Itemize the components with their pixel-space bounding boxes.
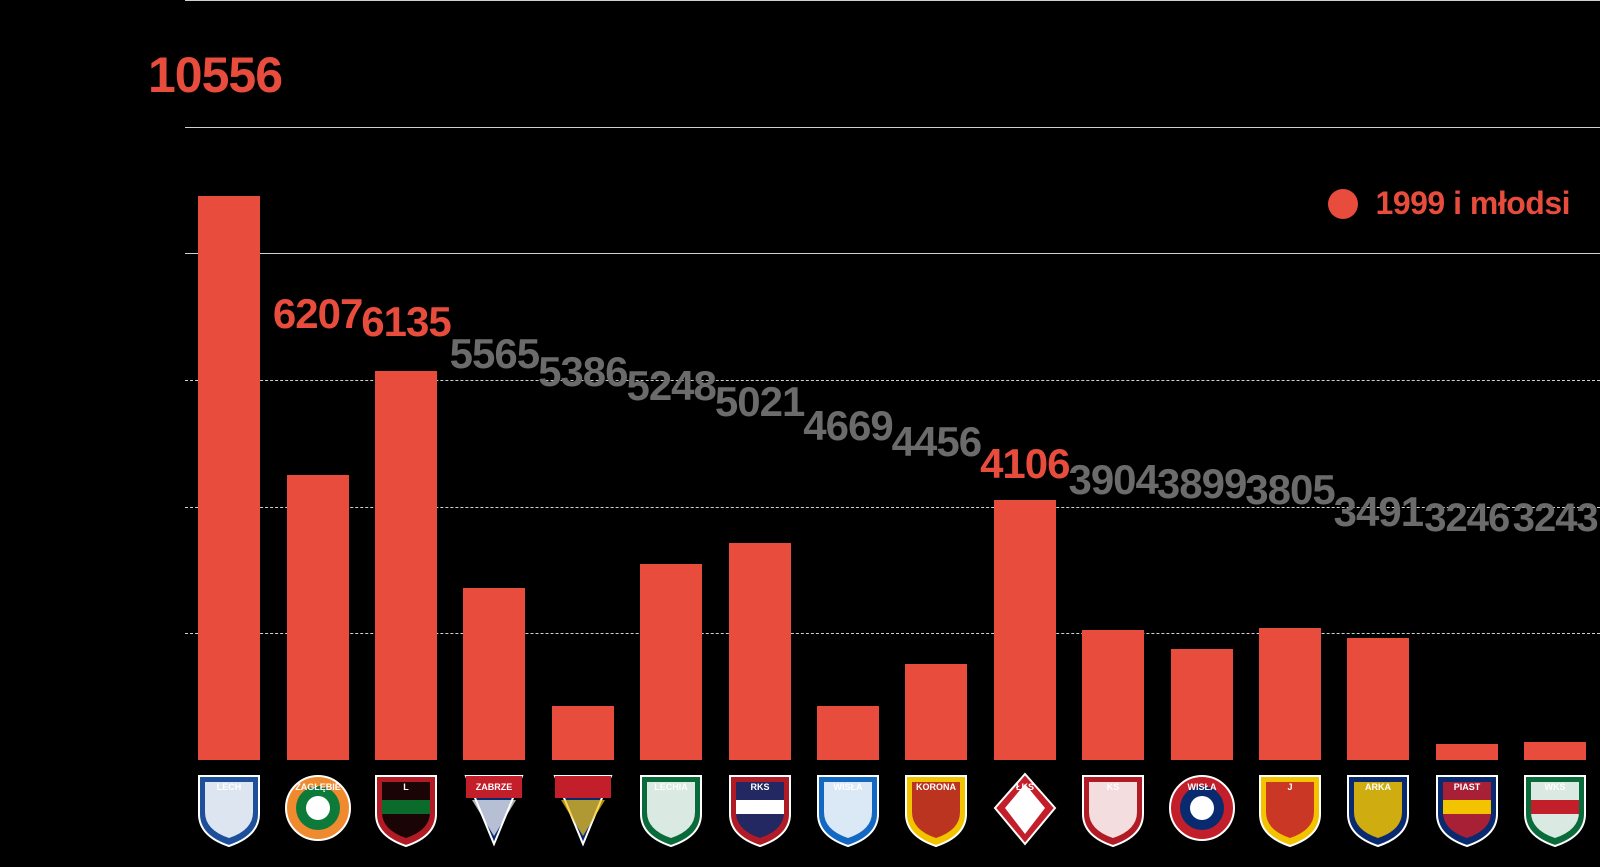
bar-rakow <box>729 543 791 760</box>
value-label: 6135 <box>361 298 450 346</box>
value-label: 5248 <box>626 362 715 410</box>
chart-container: 10556 62076135556553865248502146694456410… <box>0 0 1600 867</box>
team-logo-rakow: RKS <box>726 770 794 848</box>
svg-text:LECHIA: LECHIA <box>654 782 688 792</box>
legend: 1999 i młodsi <box>1328 185 1570 222</box>
gridline <box>185 253 1600 254</box>
legend-label: 1999 i młodsi <box>1376 185 1570 222</box>
bar-piast <box>1436 744 1498 760</box>
svg-text:KS: KS <box>1107 782 1120 792</box>
bar-lech <box>198 196 260 760</box>
bar-legia <box>375 371 437 760</box>
bar-gornik <box>463 588 525 760</box>
team-logo-lechia: LECHIA <box>637 770 705 848</box>
svg-text:KORONA: KORONA <box>916 782 956 792</box>
team-logo-gornik: ZABRZE <box>460 770 528 848</box>
team-logo-wislap: WISŁA <box>814 770 882 848</box>
svg-text:LECH: LECH <box>217 782 242 792</box>
plot-area: 1055662076135556553865248502146694456410… <box>185 0 1600 760</box>
svg-text:WKS: WKS <box>1545 782 1566 792</box>
bar-arka <box>1347 638 1409 760</box>
bar-korona <box>905 664 967 760</box>
value-label: 4106 <box>980 440 1069 488</box>
value-label: 10556 <box>148 46 282 104</box>
svg-text:ZABRZE: ZABRZE <box>476 782 513 792</box>
bar-lks <box>994 500 1056 760</box>
value-label: 5021 <box>715 378 804 426</box>
svg-text:PIAST: PIAST <box>1454 782 1481 792</box>
value-label: 5386 <box>538 348 627 396</box>
bar-pogon <box>552 706 614 760</box>
team-logo-zaglebie: ZAGŁĘBIE <box>284 770 352 848</box>
team-logo-slask: WKS <box>1521 770 1589 848</box>
value-label: 6207 <box>273 290 362 338</box>
value-label: 3904 <box>1068 456 1157 504</box>
value-label: 5565 <box>450 330 539 378</box>
value-label: 3246 <box>1424 496 1509 541</box>
svg-text:WISŁA: WISŁA <box>1187 782 1216 792</box>
svg-text:WISŁA: WISŁA <box>834 782 863 792</box>
bar-cracovia <box>1082 630 1144 760</box>
value-label: 4456 <box>892 418 981 466</box>
svg-text:J: J <box>1287 782 1292 792</box>
bar-wislap <box>817 706 879 760</box>
svg-text:RKS: RKS <box>750 782 769 792</box>
team-logo-lech: LECH <box>195 770 263 848</box>
value-label: 3491 <box>1334 488 1423 536</box>
team-logo-piast: PIAST <box>1433 770 1501 848</box>
value-label: 3899 <box>1157 460 1246 508</box>
bar-lechia <box>640 564 702 760</box>
svg-text:ŁKS: ŁKS <box>1016 782 1034 792</box>
value-label: 4669 <box>803 402 892 450</box>
value-label: 3805 <box>1245 466 1334 514</box>
team-logo-arka: ARKA <box>1344 770 1412 848</box>
team-logo-korona: KORONA <box>902 770 970 848</box>
team-logo-wisla: WISŁA <box>1168 770 1236 848</box>
team-logo-lks: ŁKS <box>991 770 1059 848</box>
value-label: 3243 <box>1513 496 1598 541</box>
bar-wisla <box>1171 649 1233 760</box>
logos-row: LECH ZAGŁĘBIE L ZABRZE LECHIA RKS WISŁA KORONA Ł… <box>185 770 1600 865</box>
bar-zaglebie <box>287 475 349 760</box>
team-logo-cracovia: KS <box>1079 770 1147 848</box>
team-logo-jagielonia: J <box>1256 770 1324 848</box>
team-logo-legia: L <box>372 770 440 848</box>
bar-slask <box>1524 742 1586 760</box>
svg-text:L: L <box>403 782 409 792</box>
gridline <box>185 0 1600 1</box>
legend-dot-icon <box>1328 189 1358 219</box>
svg-text:ARKA: ARKA <box>1365 782 1391 792</box>
svg-text:ZAGŁĘBIE: ZAGŁĘBIE <box>295 782 341 792</box>
gridline <box>185 127 1600 128</box>
team-logo-pogon <box>549 770 617 848</box>
bar-jagielonia <box>1259 628 1321 760</box>
